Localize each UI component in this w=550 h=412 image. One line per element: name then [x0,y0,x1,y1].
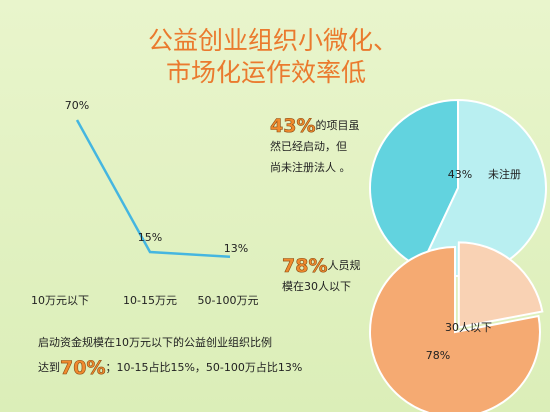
slice-label: 43% [448,168,472,181]
annotation: 78%人员规 [282,255,360,277]
annotation: 尚未注册法人 。 [270,160,351,174]
title-line: 市场化运作效率低 [166,58,366,87]
caption: 达到70%；10-15占比15%，50-100万占比13% [38,357,302,379]
x-tick-label: 50-100万元 [198,294,259,307]
x-tick-label: 10-15万元 [123,294,177,307]
slice-label: 78% [426,349,450,362]
annotation-text: 然已经启动，但 [270,139,347,153]
data-label: 15% [138,231,162,244]
caption: 启动资金规模在10万元以下的公益创业组织比例 [38,335,272,349]
x-tick-label: 10万元以下 [31,294,89,307]
data-label: 13% [224,242,248,255]
caption-text: 达到 [38,361,60,374]
annotation-text: 的项目虽 [315,118,359,132]
annotation-text: 模在30人以下 [282,280,351,293]
pie-slice [457,241,544,329]
caption-text: ；10-15占比15%，50-100万占比13% [105,360,302,374]
annotation: 43%的项目虽 [270,115,359,137]
annotation-text: 人员规 [327,258,360,272]
pie-slice [369,98,459,269]
annotation: 然已经启动，但 [270,139,347,153]
pie-slice [369,245,541,412]
slice-category: 未注册 [488,167,521,181]
line [75,119,231,259]
data-label: 70% [65,99,89,112]
annotation-highlight: 43% [270,115,315,137]
slice-category: 30人以下 [445,321,492,334]
annotation-highlight: 78% [282,255,327,277]
annotation-text: 尚未注册法人 。 [270,160,351,174]
annotation: 模在30人以下 [282,280,351,293]
caption-highlight: 70% [60,357,105,379]
title-line: 公益创业组织小微化、 [148,26,398,55]
